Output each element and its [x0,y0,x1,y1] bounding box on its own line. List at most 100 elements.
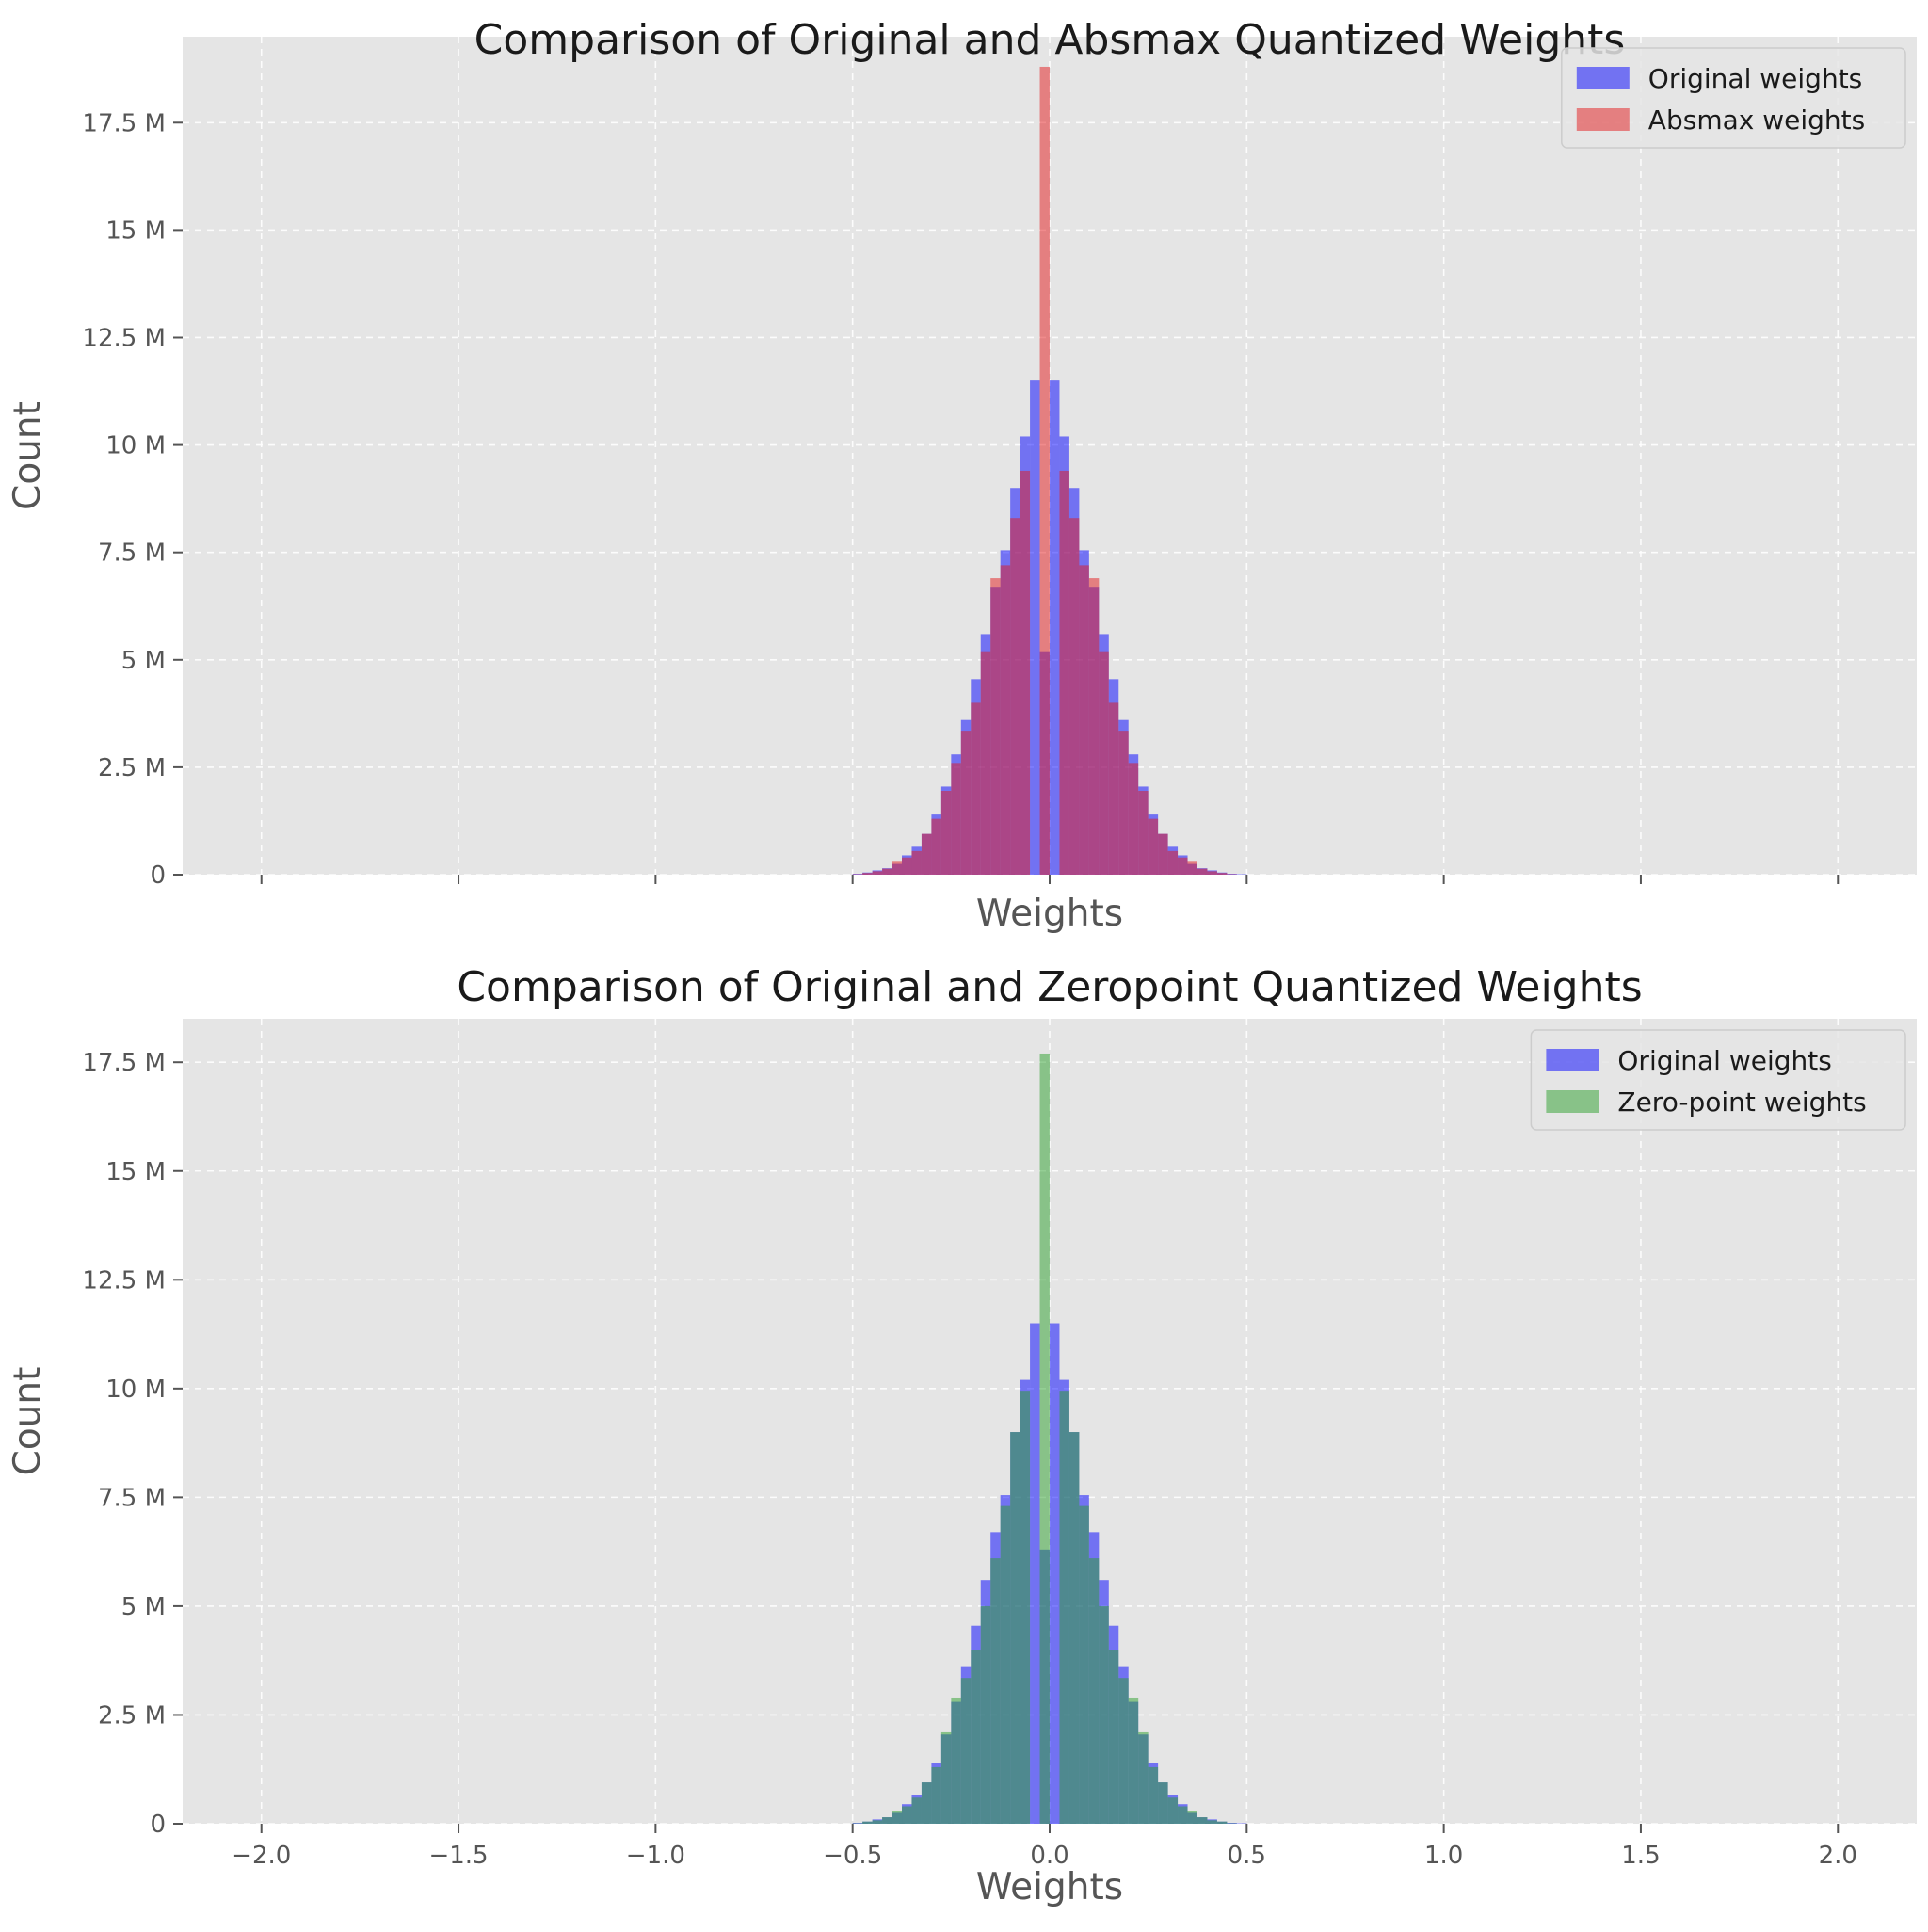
histogram-bar [981,652,990,875]
histogram-bar [922,1782,931,1824]
histogram-bar [922,834,931,875]
chart-title: Comparison of Original and Absmax Quanti… [474,16,1626,64]
histogram-bar [873,1820,882,1824]
histogram-bar [1069,1432,1079,1824]
y-axis-label: Count [7,401,49,510]
histogram-bar [971,702,980,875]
histogram-bar [862,873,872,875]
histogram-bar [1207,871,1216,875]
legend-label: Zero-point weights [1617,1087,1866,1118]
histogram-bar [1158,834,1167,875]
y-tick-label: 5 M [121,1593,166,1621]
x-tick-label: 0.5 [1228,1842,1266,1870]
histogram-bar [1059,1391,1068,1824]
y-tick-label: 17.5 M [82,109,166,137]
histogram-bar [1149,819,1158,875]
histogram-bar [1217,873,1227,875]
y-tick-label: 10 M [105,1376,166,1404]
y-axis-label: Count [7,1367,49,1476]
histogram-bar [902,1807,911,1824]
histogram-bar [1138,791,1148,875]
histogram-bar [1168,851,1178,875]
histogram-bar [1010,1432,1020,1824]
histogram-bar [902,858,911,875]
x-tick-label: 1.0 [1424,1842,1463,1870]
histogram-bar [911,1797,921,1824]
x-tick-label: −0.5 [823,1842,882,1870]
x-tick-label: −1.5 [428,1842,488,1870]
legend: Original weights Zero-point weights [1531,1030,1905,1130]
histogram-bar [990,1558,1000,1824]
histogram-bar [862,1822,872,1824]
chart-panel-1: 0 2.5 M 5 M 7.5 M 10 M 12.5 M 15 M 17.5 M Compar… [7,16,1917,935]
histogram-bar [1178,858,1187,875]
y-tick-label: 5 M [121,647,166,675]
histogram-bar [931,1767,940,1824]
histogram-bar [961,1678,971,1824]
histogram-bar [1030,1324,1039,1824]
histogram-bar [1040,1054,1050,1824]
histogram-bar [951,1698,960,1824]
y-tick-label: 15 M [105,1158,166,1186]
histogram-bar [1109,702,1118,875]
x-tick-label: 2.0 [1819,1842,1857,1870]
histogram-bar [1158,1782,1167,1824]
y-tick-label: 10 M [105,432,166,460]
y-tick-label: 12.5 M [82,324,166,352]
histogram-bar [1050,380,1059,875]
histogram-bar [990,578,1000,875]
y-tick-label: 7.5 M [98,1484,166,1512]
histogram-bar [1129,763,1138,875]
histogram-bar [1109,1650,1118,1824]
histogram-bar [1020,1391,1030,1824]
y-tick-label: 2.5 M [98,1701,166,1730]
x-axis-label: Weights [976,1866,1123,1908]
histogram-bar [1149,1767,1158,1824]
y-tick-label: 17.5 M [82,1049,166,1077]
y-tick-label: 12.5 M [82,1266,166,1295]
histogram-bar [1207,1820,1216,1824]
histogram-bar [1188,1811,1197,1824]
legend-swatch [1577,67,1630,89]
legend-label: Absmax weights [1648,105,1865,136]
histogram-bar [1217,1822,1227,1824]
histogram-bar [971,1650,980,1824]
histogram-bar [882,869,892,875]
chart-title: Comparison of Original and Zeropoint Qua… [457,963,1642,1011]
histogram-bar [1197,1817,1207,1824]
chart-panel-2: 0 2.5 M 5 M 7.5 M 10 M 12.5 M 15 M 17.5 M −2.0 −1… [7,963,1917,1908]
histogram-bar [1188,861,1197,875]
histogram-bar [892,1811,902,1824]
legend-label: Original weights [1617,1045,1831,1076]
y-tick-label: 15 M [105,217,166,245]
legend-swatch [1546,1090,1599,1113]
histogram-bar [1079,1506,1088,1824]
x-axis-label: Weights [976,893,1123,935]
histogram-bar [1020,471,1030,875]
x-tick-label: −2.0 [232,1842,291,1870]
histogram-bar [941,791,951,875]
legend-label: Original weights [1648,63,1862,94]
histogram-bar [1030,380,1039,875]
histogram-bar [1118,731,1128,875]
histogram-bar [873,871,882,875]
histogram-bar [1089,1558,1099,1824]
y-tick-label: 7.5 M [98,539,166,568]
histogram-bar [1129,1698,1138,1824]
y-tick-label: 0 [150,861,166,890]
legend-swatch [1577,108,1630,131]
y-tick-label: 2.5 M [98,754,166,782]
histogram-bar [1079,565,1088,875]
histogram-bar [1178,1807,1187,1824]
legend-swatch [1546,1049,1599,1071]
histogram-bar [1040,67,1050,875]
histogram-bar [1099,1606,1108,1824]
histogram-bar [1010,518,1020,875]
histogram-bar [911,851,921,875]
histogram-bar [981,1606,990,1824]
histogram-bar [1001,1506,1010,1824]
x-tick-label: −1.0 [626,1842,685,1870]
y-tick-label: 0 [150,1811,166,1839]
